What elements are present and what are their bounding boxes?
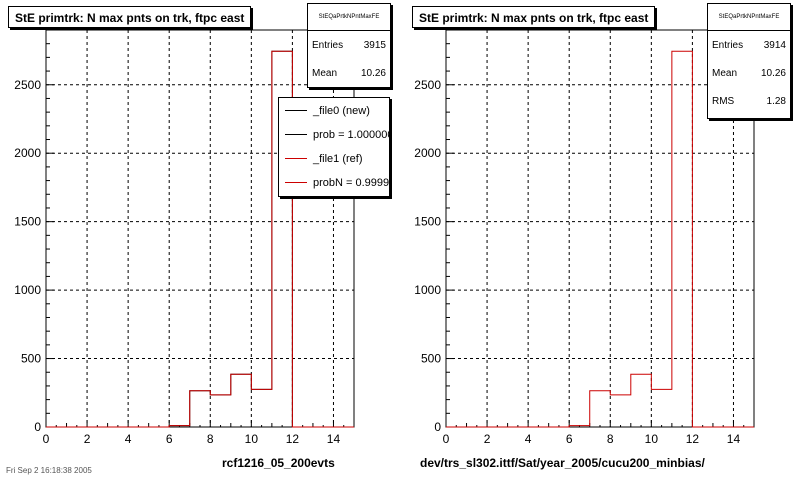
legend-entry-ref: _file1 (ref) <box>279 146 389 170</box>
stats-label: Entries <box>712 39 744 51</box>
y-tick-label: 0 <box>434 420 441 434</box>
x-tick-label: 12 <box>286 432 300 446</box>
left-stats-row-mean: Mean 10.26 <box>308 59 390 87</box>
right-stats-box: StEQaPrtkNPntMaxFE Entries 3914 Mean 10.… <box>707 3 791 119</box>
x-tick-label: 0 <box>43 432 50 446</box>
stats-value: 3915 <box>363 39 386 51</box>
y-tick-label: 1500 <box>414 215 441 229</box>
stats-label: Mean <box>712 67 738 79</box>
left-stats-box: StEQaPrtkNPntMaxFE Entries 3915 Mean 10.… <box>307 3 391 88</box>
left-title: StE primtrk: N max pnts on trk, ftpc eas… <box>8 6 252 28</box>
legend-line-black <box>285 110 307 111</box>
histogram-series-1 <box>446 50 754 428</box>
right-footer-label: dev/trs_sl302.ittf/Sat/year_2005/cucu200… <box>420 456 705 470</box>
right-histogram: 0 2 4 6 8 10 12 14 0 500 1000 1500 2000 2500 <box>414 29 755 446</box>
right-title: StE primtrk: N max pnts on trk, ftpc eas… <box>412 6 656 28</box>
x-tick-label: 10 <box>245 432 259 446</box>
legend-line-red <box>285 182 307 183</box>
stats-value: 10.26 <box>760 67 786 79</box>
x-tick-label: 2 <box>84 432 91 446</box>
x-tick-label: 0 <box>443 432 450 446</box>
y-tick-label: 2000 <box>414 146 441 160</box>
right-stats-row-entries: Entries 3914 <box>708 31 790 59</box>
legend-line-red <box>285 158 307 159</box>
legend-line-black <box>285 134 307 135</box>
y-tick-label: 0 <box>34 420 41 434</box>
left-panel: 0 2 4 6 8 10 12 14 0 500 1000 1500 2000 2500 StE prim… <box>6 3 391 475</box>
stats-value: 3914 <box>763 39 786 51</box>
y-tick-label: 1000 <box>414 283 441 297</box>
y-tick-label: 1000 <box>14 283 41 297</box>
stats-label: Entries <box>312 39 344 51</box>
legend-text: probN = 0.999995 <box>313 176 390 189</box>
left-stats-row-entries: Entries 3915 <box>308 31 390 59</box>
plot-frame <box>45 29 355 428</box>
x-tick-label: 14 <box>327 432 341 446</box>
plot-frame <box>445 29 755 428</box>
legend-entry-new: _file0 (new) <box>279 98 389 122</box>
left-stats-name: StEQaPrtkNPntMaxFE <box>308 4 390 31</box>
right-stats-name: StEQaPrtkNPntMaxFE <box>708 4 790 31</box>
y-tick-label: 500 <box>21 352 41 366</box>
stats-value: 1.28 <box>766 95 786 107</box>
date-stamp: Fri Sep 2 16:18:38 2005 <box>6 466 92 475</box>
legend-entry-prob: prob = 1.000000 <box>279 122 389 146</box>
right-panel: 0 2 4 6 8 10 12 14 0 500 1000 1500 2000 2500 StE prim… <box>400 0 800 480</box>
right-stats-row-mean: Mean 10.26 <box>708 59 790 87</box>
x-tick-label: 4 <box>125 432 132 446</box>
x-tick-label: 14 <box>727 432 741 446</box>
legend-entry-probn: probN = 0.999995 <box>279 170 389 194</box>
y-tick-label: 2500 <box>414 78 441 92</box>
x-tick-label: 10 <box>645 432 659 446</box>
y-tick-label: 500 <box>421 352 441 366</box>
legend-text: _file0 (new) <box>313 104 370 117</box>
y-tick-label: 2000 <box>14 146 41 160</box>
x-tick-label: 2 <box>484 432 491 446</box>
legend-text: prob = 1.000000 <box>313 128 390 141</box>
x-tick-label: 6 <box>566 432 573 446</box>
y-tick-label: 2500 <box>14 78 41 92</box>
right-stats-row-rms: RMS 1.28 <box>708 87 790 115</box>
left-footer-label: rcf1216_05_200evts <box>222 456 335 470</box>
x-tick-label: 6 <box>166 432 173 446</box>
left-histogram: 0 2 4 6 8 10 12 14 0 500 1000 1500 2000 2500 <box>14 29 355 446</box>
x-tick-label: 12 <box>686 432 700 446</box>
x-tick-label: 8 <box>207 432 214 446</box>
x-tick-label: 4 <box>525 432 532 446</box>
y-tick-label: 1500 <box>14 215 41 229</box>
x-tick-label: 8 <box>607 432 614 446</box>
stats-label: RMS <box>712 95 735 107</box>
legend: _file0 (new) prob = 1.000000 _file1 (ref… <box>278 97 390 197</box>
stats-value: 10.26 <box>360 67 386 79</box>
legend-text: _file1 (ref) <box>313 152 363 165</box>
stats-label: Mean <box>312 67 338 79</box>
